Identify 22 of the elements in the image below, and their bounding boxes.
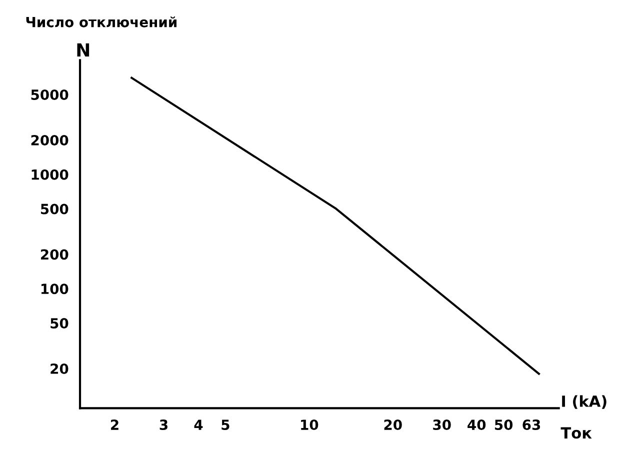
- chart-title: Число отключений: [26, 16, 176, 28]
- x-tick-label: 50: [494, 420, 513, 430]
- y-tick-label: 100: [41, 284, 68, 294]
- x-tick-label: 40: [468, 420, 486, 430]
- y-tick-label: 500: [40, 204, 68, 214]
- text: Ток: [560, 427, 592, 439]
- x-tick-label: 63: [522, 420, 540, 430]
- x-tick-label: 20: [384, 420, 402, 430]
- x-tick-label: 10: [301, 420, 318, 430]
- y-tick-label: 2000: [31, 134, 68, 146]
- x-axis-title: I (kA): [562, 395, 606, 409]
- x-tick-label: 5: [222, 420, 230, 430]
- y-tick-label: 20: [50, 363, 68, 374]
- x-tick-label: 4: [194, 420, 203, 430]
- y-tick-label: 50: [50, 318, 68, 329]
- y-tick-label: 5000: [31, 89, 68, 100]
- x-tick-label: 30: [433, 420, 451, 430]
- y-axis-title: N: [77, 43, 90, 56]
- x-tick-label: 2: [111, 420, 118, 430]
- y-tick-label: 200: [41, 249, 68, 260]
- x-tick-label: 3: [160, 420, 168, 430]
- y-tick-label: 1000: [32, 169, 68, 180]
